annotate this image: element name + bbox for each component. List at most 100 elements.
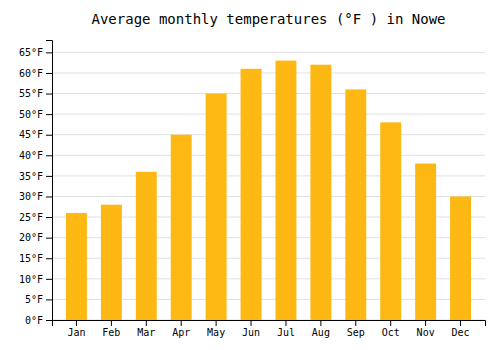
y-tick-mark (46, 320, 52, 321)
y-tick: 40°F (19, 150, 52, 161)
y-tick-label: 15°F (19, 253, 43, 264)
x-tick: Oct (382, 320, 400, 338)
y-tick-mark (46, 258, 52, 259)
y-tick-mark (46, 73, 52, 74)
y-tick-label: 30°F (19, 191, 43, 202)
y-tick-label: 5°F (25, 294, 43, 305)
x-tick: Feb (102, 320, 120, 338)
y-tick: 45°F (19, 129, 52, 140)
y-tick-mark (46, 155, 52, 156)
y-tick-label: 40°F (19, 150, 43, 161)
grid-line (52, 93, 485, 94)
grid-line (52, 52, 485, 53)
grid-line (52, 134, 485, 135)
y-tick-label: 45°F (19, 129, 43, 140)
x-tick-label: Feb (102, 327, 120, 338)
x-tick-label: Apr (172, 327, 190, 338)
bar (136, 172, 157, 320)
y-tick-label: 55°F (19, 88, 43, 99)
bar (450, 196, 471, 320)
x-tick: Jun (242, 320, 260, 338)
bar (345, 89, 366, 320)
x-tick: Mar (137, 320, 155, 338)
y-tick: 30°F (19, 191, 52, 202)
grid (52, 52, 485, 320)
x-tick-mark (76, 320, 77, 326)
bars (66, 61, 471, 320)
y-tick: 60°F (19, 68, 52, 79)
x-tick-mark (285, 320, 286, 326)
y-tick-mark (46, 299, 52, 300)
y-axis: 0°F 5°F 10°F 15°F 20°F 25°F 30°F 35°F 40°F 45°F 50… (19, 41, 53, 326)
x-tick-mark (320, 320, 321, 326)
x-tick-mark (355, 320, 356, 326)
grid-line (52, 72, 485, 73)
y-tick-label: 10°F (19, 274, 43, 285)
y-tick-mark (46, 196, 52, 197)
bar (380, 122, 401, 320)
y-tick-label: 65°F (19, 47, 43, 58)
y-tick-label: 20°F (19, 232, 43, 243)
x-tick-label: Sep (347, 327, 365, 338)
y-tick: 50°F (19, 109, 52, 120)
x-tick-mark (390, 320, 391, 326)
bar (415, 164, 436, 320)
x-tick-mark (146, 320, 147, 326)
y-tick-mark (46, 114, 52, 115)
x-tick-label: Oct (382, 327, 400, 338)
x-tick-mark (460, 320, 461, 326)
x-tick: Nov (417, 320, 435, 338)
x-tick-label: Jul (277, 327, 295, 338)
grid-line (52, 114, 485, 115)
x-tick: Jan (67, 320, 85, 338)
x-tick: Sep (347, 320, 365, 338)
y-tick-label: 0°F (25, 315, 43, 326)
bar (171, 135, 192, 320)
x-tick: May (207, 320, 225, 338)
x-tick-label: Jun (242, 327, 260, 338)
y-tick-mark (46, 135, 52, 136)
chart: 0°F 5°F 10°F 15°F 20°F 25°F 30°F 35°F 40°F 45°F 50… (0, 0, 500, 350)
x-tick-label: May (207, 327, 225, 338)
x-tick: Aug (312, 320, 330, 338)
x-tick-mark (111, 320, 112, 326)
x-axis: Jan Feb Mar Apr May Jun Jul Aug Sep Oct Nov Dec (53, 320, 486, 338)
y-tick-label: 60°F (19, 68, 43, 79)
y-tick-label: 25°F (19, 212, 43, 223)
y-tick-mark (46, 52, 52, 53)
x-tick-label: Nov (417, 327, 435, 338)
y-tick: 10°F (19, 274, 52, 285)
y-tick: 20°F (19, 232, 52, 243)
x-tick-mark (216, 320, 217, 326)
y-tick: 65°F (19, 47, 52, 58)
title: Average monthly temperatures (°F ) in No… (91, 11, 445, 27)
x-tick: Jul (277, 320, 295, 338)
x-tick-label: Mar (137, 327, 155, 338)
x-tick-mark (251, 320, 252, 326)
x-tick-label: Aug (312, 327, 330, 338)
y-tick: 5°F (25, 294, 52, 305)
y-tick: 15°F (19, 253, 52, 264)
y-tick-mark (46, 176, 52, 177)
y-tick: 35°F (19, 171, 52, 182)
x-tick-mark (425, 320, 426, 326)
x-tick-label: Jan (67, 327, 85, 338)
y-tick-mark (46, 238, 52, 239)
y-axis-line (46, 41, 53, 321)
bar (241, 69, 262, 320)
x-axis-line (53, 321, 486, 327)
x-tick: Dec (452, 320, 470, 338)
y-tick-label: 35°F (19, 171, 43, 182)
bar (310, 65, 331, 320)
bar (101, 205, 122, 320)
y-tick: 25°F (19, 212, 52, 223)
y-tick-mark (46, 279, 52, 280)
x-tick-mark (181, 320, 182, 326)
y-tick-label: 50°F (19, 109, 43, 120)
plot-area: 0°F 5°F 10°F 15°F 20°F 25°F 30°F 35°F 40°F 45°F 50… (19, 41, 486, 339)
y-tick-mark (46, 217, 52, 218)
grid-line (52, 155, 485, 156)
x-tick: Apr (172, 320, 190, 338)
bar (66, 213, 87, 320)
bar (275, 61, 296, 320)
